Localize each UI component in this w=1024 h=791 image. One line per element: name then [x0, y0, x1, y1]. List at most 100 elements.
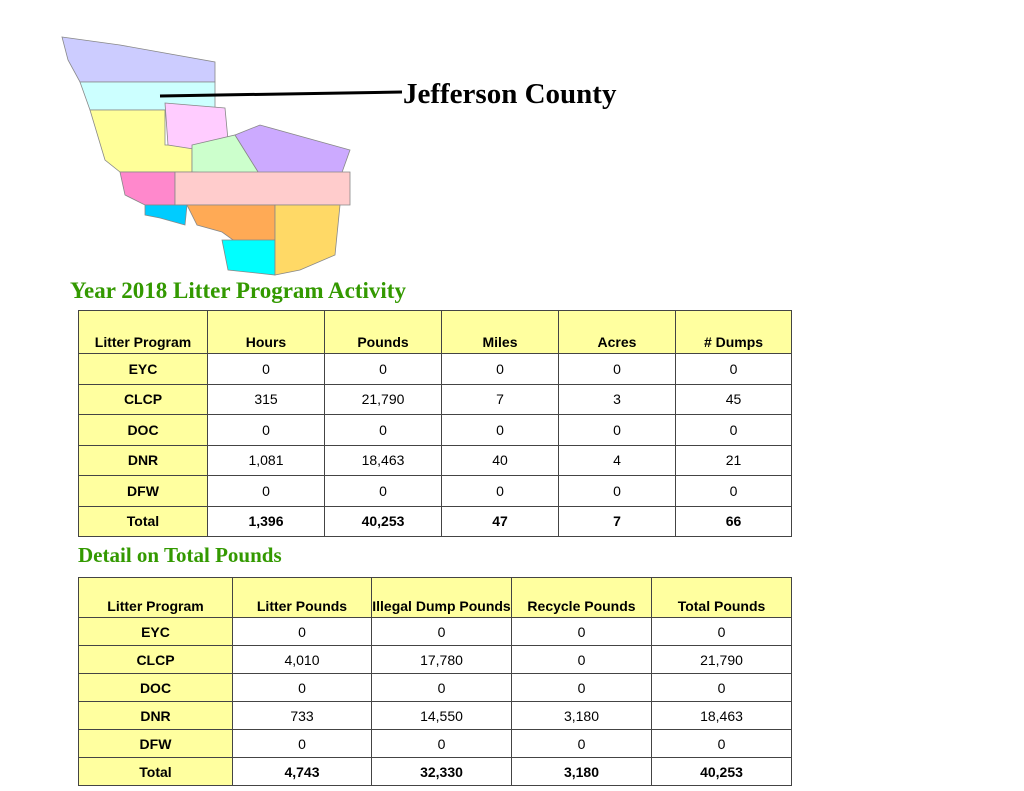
row-label: CLCP — [78, 383, 208, 415]
header-row: Litter Program Litter Pounds Illegal Dump … — [78, 577, 792, 618]
header-cell: Hours — [207, 310, 325, 354]
cell: 40,253 — [324, 505, 442, 537]
table-row: EYC 0 0 0 0 — [78, 617, 792, 646]
cell: 0 — [558, 414, 676, 446]
table-row: DFW 0 0 0 0 — [78, 729, 792, 758]
region — [274, 204, 341, 276]
cell: 1,081 — [207, 444, 325, 476]
row-label: EYC — [78, 353, 208, 385]
table-row: DNR 1,081 18,463 40 4 21 — [78, 444, 792, 476]
page-title: Jefferson County — [403, 78, 617, 110]
cell: 40 — [441, 444, 559, 476]
data-table: Litter Program Litter Pounds Illegal Dump … — [78, 577, 792, 786]
cell: 0 — [232, 673, 372, 702]
cell: 0 — [207, 353, 325, 385]
region — [119, 171, 176, 206]
cell: 0 — [371, 729, 512, 758]
table-row: DOC 0 0 0 0 0 — [78, 414, 792, 446]
cell: 0 — [232, 729, 372, 758]
cell: 4,010 — [232, 645, 372, 674]
header-cell: Litter Pounds — [232, 577, 372, 618]
cell: 21,790 — [651, 645, 792, 674]
cell: 40,253 — [651, 757, 792, 786]
table-head: Litter Program Litter Pounds Illegal Dump … — [78, 577, 792, 618]
cell: 3 — [558, 383, 676, 415]
table-title: Year 2018 Litter Program Activity — [70, 278, 406, 303]
cell: 3,180 — [511, 757, 652, 786]
table-row: Total 4,743 32,330 3,180 40,253 — [78, 757, 792, 786]
cell: 17,780 — [371, 645, 512, 674]
table-row: EYC 0 0 0 0 0 — [78, 353, 792, 385]
cell: 21 — [675, 444, 792, 476]
row-label: Total — [78, 505, 208, 537]
header-cell: Acres — [558, 310, 676, 354]
row-label: DOC — [78, 414, 208, 446]
row-label: Total — [78, 757, 233, 786]
region — [174, 171, 351, 206]
cell: 0 — [675, 353, 792, 385]
cell: 3,180 — [511, 701, 652, 730]
row-label: EYC — [78, 617, 233, 646]
cell: 315 — [207, 383, 325, 415]
header-cell: Total Pounds — [651, 577, 792, 618]
cell: 0 — [558, 475, 676, 507]
header-cell: Recycle Pounds — [511, 577, 652, 618]
cell: 14,550 — [371, 701, 512, 730]
cell: 0 — [511, 673, 652, 702]
cell: 0 — [371, 617, 512, 646]
row-label: DNR — [78, 444, 208, 476]
region — [234, 124, 351, 179]
cell: 0 — [207, 475, 325, 507]
cell: 45 — [675, 383, 792, 415]
cell: 0 — [651, 729, 792, 758]
cell: 0 — [511, 645, 652, 674]
cell: 0 — [675, 414, 792, 446]
region — [221, 239, 276, 276]
header-cell: Litter Program — [78, 577, 233, 618]
cell: 0 — [324, 353, 442, 385]
cell: 0 — [511, 617, 652, 646]
cell: 0 — [207, 414, 325, 446]
table-body: EYC 0 0 0 0 CLCP 4,010 17,780 0 21,790 DOC 0 0 0 0 DNR 7… — [78, 617, 792, 786]
row-label: DFW — [78, 729, 233, 758]
row-label: DOC — [78, 673, 233, 702]
county-map — [61, 36, 351, 276]
table-head: Litter Program Hours Pounds Miles Acres # Dum… — [78, 310, 792, 354]
cell: 4 — [558, 444, 676, 476]
table-row: Total 1,396 40,253 47 7 66 — [78, 505, 792, 537]
cell: 0 — [651, 617, 792, 646]
header-cell: # Dumps — [675, 310, 792, 354]
cell: 0 — [371, 673, 512, 702]
header-cell: Litter Program — [78, 310, 208, 354]
cell: 47 — [441, 505, 559, 537]
region — [186, 204, 276, 246]
cell: 733 — [232, 701, 372, 730]
cell: 0 — [324, 414, 442, 446]
data-table: Litter Program Hours Pounds Miles Acres # Dum… — [78, 310, 792, 537]
cell: 0 — [675, 475, 792, 507]
table-row: DNR 733 14,550 3,180 18,463 — [78, 701, 792, 730]
cell: 18,463 — [324, 444, 442, 476]
table-row: CLCP 4,010 17,780 0 21,790 — [78, 645, 792, 674]
cell: 21,790 — [324, 383, 442, 415]
cell: 0 — [511, 729, 652, 758]
cell: 0 — [441, 475, 559, 507]
header-cell: Miles — [441, 310, 559, 354]
header-cell: Illegal Dump Pounds — [371, 577, 512, 618]
cell: 1,396 — [207, 505, 325, 537]
cell: 4,743 — [232, 757, 372, 786]
table-title: Detail on Total Pounds — [78, 543, 282, 567]
pointer-line — [159, 90, 403, 98]
cell: 66 — [675, 505, 792, 537]
cell: 0 — [558, 353, 676, 385]
cell: 0 — [651, 673, 792, 702]
cell: 7 — [441, 383, 559, 415]
cell: 0 — [441, 414, 559, 446]
cell: 0 — [232, 617, 372, 646]
pointer — [159, 90, 403, 98]
header-cell: Pounds — [324, 310, 442, 354]
row-label: DFW — [78, 475, 208, 507]
row-label: CLCP — [78, 645, 233, 674]
cell: 32,330 — [371, 757, 512, 786]
